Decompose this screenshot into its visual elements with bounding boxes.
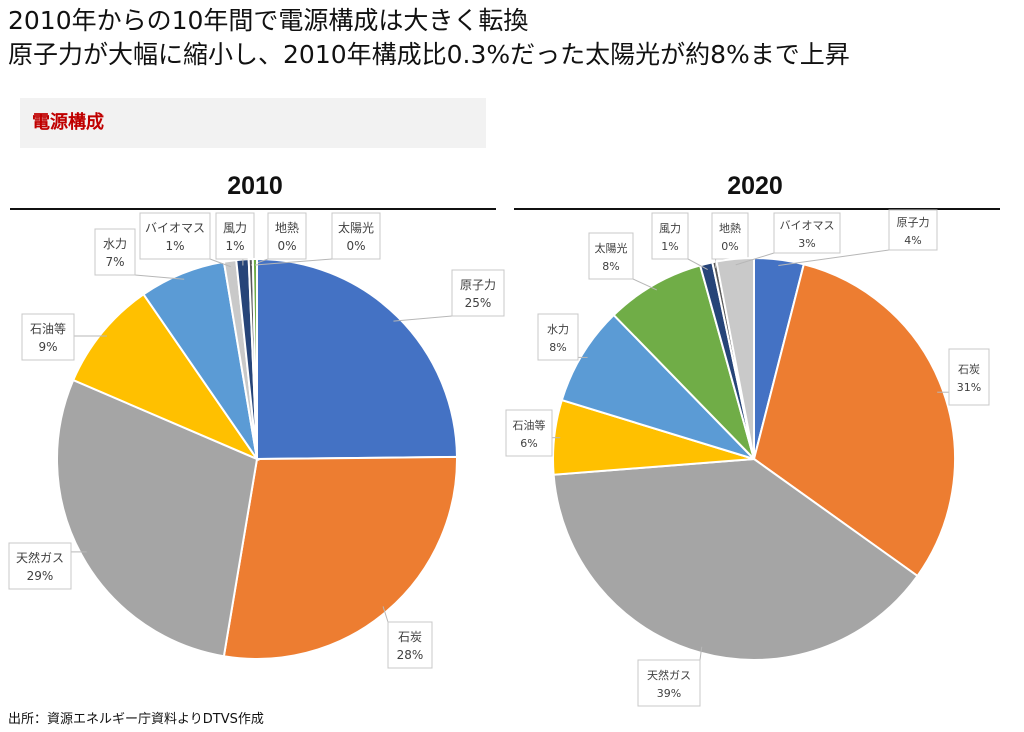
- headline-line-2: 原子力が大幅に縮小し、2010年構成比0.3%だった太陽光が約8%まで上昇: [8, 40, 850, 69]
- chart-2010-title-rule: [10, 208, 496, 210]
- value-label-2020-6: 1%: [661, 240, 678, 253]
- value-label-2010-3: 9%: [38, 340, 57, 354]
- value-label-2020-3: 6%: [520, 437, 537, 450]
- category-label-2020-8: バイオマス: [780, 219, 835, 232]
- value-label-2010-4: 7%: [105, 255, 124, 269]
- label-box-2020-8: [773, 212, 841, 254]
- category-label-2020-0: 原子力: [897, 216, 930, 229]
- leader-2010-5: [209, 258, 232, 268]
- category-label-2010-3: 石油等: [30, 322, 66, 336]
- label-box-2010-6: [215, 212, 255, 260]
- category-label-2020-5: 太陽光: [595, 241, 628, 255]
- slice-2010-8: [251, 257, 258, 460]
- pie-2020: 原子力 4% 石炭 31% 天然ガス 39% 石油等 6% 水力 8% 太陽光 8% 風力 1% 地熱 0% バ…: [505, 209, 990, 707]
- slice-2020-4: [560, 313, 755, 460]
- value-label-2010-2: 29%: [27, 569, 54, 583]
- slice-2010-0: [256, 257, 459, 461]
- label-box-2010-4: [94, 228, 136, 276]
- category-label-2020-1: 石炭: [958, 363, 980, 376]
- value-label-2020-8: 3%: [798, 237, 815, 250]
- category-label-2010-2: 天然ガス: [16, 550, 64, 565]
- label-box-2010-7: [267, 212, 307, 260]
- slice-2020-5: [612, 264, 755, 460]
- label-box-2020-3: [505, 409, 553, 457]
- value-label-2010-0: 25%: [465, 296, 492, 310]
- leader-2020-5: [632, 278, 658, 291]
- label-box-2010-0: [451, 269, 505, 317]
- category-label-2020-4: 水力: [547, 323, 569, 336]
- value-label-2010-7: 0%: [277, 239, 296, 253]
- value-label-2010-8: 0%: [346, 239, 365, 253]
- category-label-2020-3: 石油等: [513, 418, 546, 432]
- value-label-2020-2: 39%: [657, 687, 681, 700]
- label-box-2020-4: [537, 313, 579, 361]
- category-label-2010-5: バイオマス: [145, 221, 205, 235]
- category-label-2010-8: 太陽光: [338, 220, 374, 235]
- leader-2020-6: [687, 258, 708, 271]
- category-label-2020-6: 風力: [659, 222, 681, 235]
- value-label-2020-7: 0%: [721, 240, 738, 253]
- slice-2010-3: [71, 292, 260, 462]
- pie-2010: 原子力 25% 石炭 28% 天然ガス 29% 石油等 9% 水力 7% バイオマス 1% 風力 1% 地熱…: [8, 212, 505, 669]
- leader-2010-8: [254, 258, 333, 266]
- label-box-2010-8: [331, 212, 381, 260]
- category-label-2020-7: 地熱: [719, 222, 741, 235]
- value-label-2020-4: 8%: [549, 341, 566, 354]
- section-label: 電源構成: [20, 98, 486, 148]
- chart-2020-title-rule: [514, 208, 1000, 210]
- category-label-2010-7: 地熱: [275, 221, 299, 235]
- category-label-2010-1: 石炭: [398, 630, 422, 644]
- label-box-2020-6: [651, 212, 689, 260]
- chart-2020-title: 2020: [727, 172, 783, 200]
- leader-2010-1: [382, 606, 389, 623]
- headline: 2010年からの10年間で電源構成は大きく転換 原子力が大幅に縮小し、2010年…: [8, 4, 850, 72]
- label-box-2010-5: [139, 212, 211, 260]
- leader-2020-0: [778, 249, 890, 267]
- label-box-2020-1: [948, 348, 990, 406]
- label-box-2020-2: [637, 659, 701, 707]
- category-label-2010-0: 原子力: [460, 278, 496, 292]
- category-label-2010-6: 風力: [223, 221, 247, 235]
- label-box-2010-2: [8, 542, 72, 590]
- value-label-2010-6: 1%: [225, 239, 244, 253]
- leader-2010-0: [393, 315, 453, 322]
- source-note: 出所：資源エネルギー庁資料よりDTVS作成: [8, 712, 264, 727]
- leader-2020-8: [735, 252, 775, 266]
- value-label-2020-1: 31%: [957, 381, 981, 394]
- label-box-2020-0: [888, 209, 938, 251]
- label-box-2010-3: [21, 313, 75, 361]
- value-label-2020-0: 4%: [904, 234, 921, 247]
- headline-line-1: 2010年からの10年間で電源構成は大きく転換: [8, 6, 529, 35]
- label-box-2020-5: [588, 232, 634, 280]
- leader-2020-2: [699, 646, 703, 661]
- value-label-2010-5: 1%: [165, 239, 184, 253]
- slice-2020-8: [715, 256, 755, 460]
- value-label-2020-5: 8%: [602, 260, 619, 273]
- slice-2010-1: [222, 455, 458, 660]
- leader-2010-4: [134, 274, 185, 280]
- category-label-2010-4: 水力: [103, 237, 127, 251]
- label-box-2010-1: [387, 621, 433, 669]
- slice-2020-1: [752, 263, 956, 578]
- chart-2010-title: 2010: [227, 172, 283, 200]
- value-label-2010-1: 28%: [397, 648, 424, 662]
- category-label-2020-2: 天然ガス: [647, 668, 691, 682]
- slice-2020-2: [552, 457, 919, 661]
- slice-2010-2: [55, 378, 259, 658]
